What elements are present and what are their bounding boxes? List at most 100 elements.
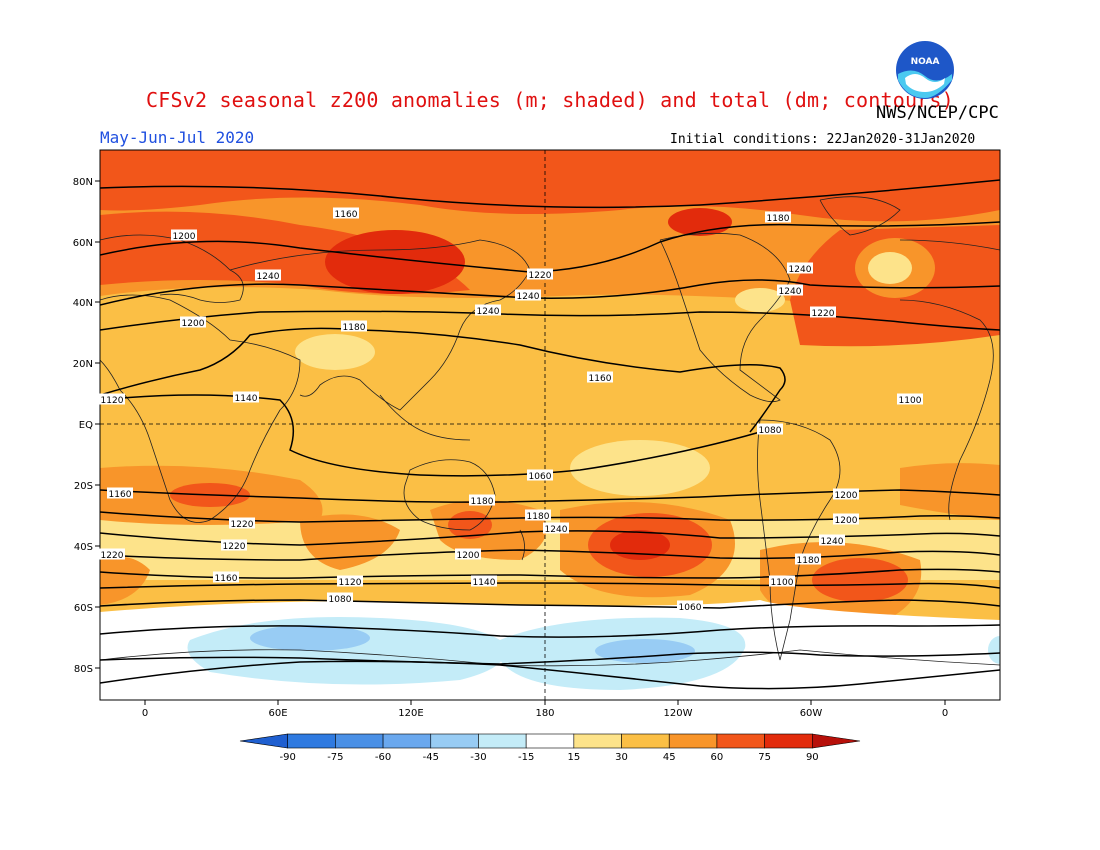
colorbar-segment (525, 733, 575, 749)
contour-label: 1100 (899, 396, 922, 406)
colorbar-segment (668, 733, 718, 749)
contour-label: 1200 (835, 491, 858, 501)
colorbar-legend: -90 -75 -60 -45 -30 -15 15 30 45 60 75 90 (239, 733, 861, 763)
contour-label: 1160 (589, 374, 612, 384)
colorbar-segment (239, 733, 288, 749)
contour-label: 1100 (771, 578, 794, 588)
contour-label-box (255, 269, 281, 281)
contour-label-box (107, 487, 133, 499)
colorbar-label: -45 (423, 752, 439, 763)
contour-label: 1220 (223, 542, 246, 552)
colorbar-label: 90 (806, 752, 819, 763)
contour-label-box (171, 229, 197, 241)
contour-label: 1120 (101, 396, 124, 406)
contour-label: 1200 (835, 516, 858, 526)
contour-label: 1240 (257, 272, 280, 282)
lat-tick-label: EQ (79, 420, 93, 431)
contour-label-box (99, 548, 125, 560)
lon-tick-label: 0 (942, 708, 948, 719)
colorbar-label: 45 (663, 752, 676, 763)
contour-label-box (221, 539, 247, 551)
lon-tick-label: 120W (664, 708, 693, 719)
contour-label-box (777, 284, 803, 296)
contour-label-box (819, 534, 845, 546)
lat-tick-label: 40N (73, 298, 93, 309)
contour-label: 1240 (517, 292, 540, 302)
contour-label-box (180, 316, 206, 328)
contour-label: 1160 (215, 574, 238, 584)
longitude-axis: 0 60E 120E 180 120W 60W 0 (142, 700, 948, 719)
contour-label: 1140 (235, 394, 258, 404)
lat-tick-label: 80N (73, 177, 93, 188)
lat-tick-label: 20S (74, 481, 93, 492)
lon-tick-label: 60E (268, 708, 287, 719)
contour-label: 1240 (779, 287, 802, 297)
lat-tick-label: 20N (73, 359, 93, 370)
agency-label: NWS/NCEP/CPC (876, 103, 999, 123)
contour-label-box (527, 268, 553, 280)
contour-label-box (337, 575, 363, 587)
noaa-logo-icon: NOAA (896, 41, 954, 99)
season-label: May-Jun-Jul 2020 (100, 128, 255, 147)
contour-label: 1240 (545, 525, 568, 535)
colorbar-segment (812, 733, 861, 749)
colorbar-label: -60 (375, 752, 391, 763)
colorbar-segment (382, 733, 432, 749)
latitude-axis: 80N 60N 40N 20N EQ 20S 40S 60S 80S (73, 177, 100, 675)
contour-label-box (469, 494, 495, 506)
contour-label-box (787, 262, 813, 274)
contour-label: 1200 (457, 551, 480, 561)
contour-label: 1220 (231, 520, 254, 530)
contour-label-box (543, 522, 569, 534)
colorbar-label: -90 (280, 752, 296, 763)
contour-label-box (833, 488, 859, 500)
contour-label: 1180 (343, 323, 366, 333)
total-height-contours (100, 179, 1000, 690)
contour-label-box (833, 513, 859, 525)
contour-label: 1180 (471, 497, 494, 507)
lat-tick-label: 60S (74, 603, 93, 614)
contour-label-box (677, 600, 703, 612)
lon-tick-label: 60W (800, 708, 823, 719)
logo-text: NOAA (911, 57, 940, 67)
contour-label: 1080 (759, 426, 782, 436)
contour-label-box (341, 320, 367, 332)
colorbar-label: -30 (470, 752, 486, 763)
colorbar-segment (478, 733, 527, 749)
contour-label: 1240 (821, 537, 844, 547)
contour-label-box (475, 304, 501, 316)
contour-label-box (213, 571, 239, 583)
map-title: CFSv2 seasonal z200 anomalies (m; shaded… (146, 88, 954, 112)
colorbar-segment (430, 733, 479, 749)
colorbar-segment (716, 733, 765, 749)
contour-label-box (757, 423, 783, 435)
contour-label-box (471, 575, 497, 587)
lon-tick-label: 180 (535, 708, 554, 719)
contour-label: 1200 (173, 232, 196, 242)
contour-label: 1160 (109, 490, 132, 500)
contour-label-box (897, 393, 923, 405)
colorbar-label: -15 (518, 752, 534, 763)
map-frame (99, 149, 1001, 701)
colorbar-label: 75 (758, 752, 771, 763)
contour-label: 1180 (527, 512, 550, 522)
contour-label: 1060 (529, 472, 552, 482)
contour-label: 1220 (101, 551, 124, 561)
lat-tick-label: 80S (74, 664, 93, 675)
anomaly-shading (100, 150, 1000, 700)
contour-label: 1180 (797, 556, 820, 566)
contour-label-box (525, 509, 551, 521)
contour-label: 1220 (812, 309, 835, 319)
contour-label: 1240 (789, 265, 812, 275)
contour-label: 1060 (679, 603, 702, 613)
colorbar-label: 30 (615, 752, 628, 763)
contour-label: 1220 (529, 271, 552, 281)
colorbar-segment (287, 733, 336, 749)
colorbar-segment (764, 733, 813, 749)
contour-label: 1080 (329, 595, 352, 605)
lon-tick-label: 0 (142, 708, 148, 719)
contour-label-box (810, 306, 836, 318)
contour-label: 1240 (477, 307, 500, 317)
contour-label: 1120 (339, 578, 362, 588)
